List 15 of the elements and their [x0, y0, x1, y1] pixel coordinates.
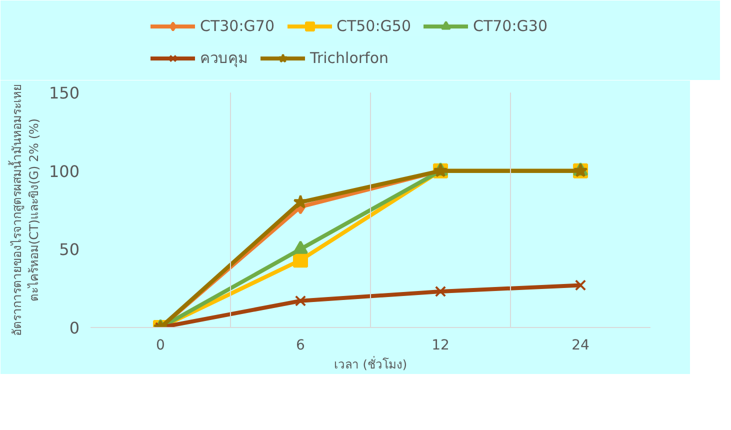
- y-tick-label: 150: [48, 84, 80, 102]
- x-tick-label: 0: [156, 338, 165, 354]
- y-tick-label: 50: [59, 240, 80, 260]
- legend-label: CT50:G50: [336, 17, 411, 35]
- legend-label: ควบคุม: [200, 48, 248, 70]
- legend-label: Trichlorfon: [310, 49, 389, 67]
- y-tick-label: 100: [48, 162, 80, 181]
- legend-label: CT70:G30: [473, 17, 548, 35]
- x-tick-label: 12: [432, 338, 450, 354]
- x-tick-label: 6: [296, 338, 306, 354]
- y-axis-title: อัตราการตายของไรจากสูตรผสมน้ำมันหอมระเหย ตะไคร้หอม(CT)และขิง(G) 2% (%): [8, 84, 41, 336]
- y-tick-label: 0: [69, 318, 80, 338]
- x-tick-label: 24: [572, 338, 590, 354]
- x-axis-title: เวลา (ชั่วโมง): [334, 356, 408, 372]
- legend-label: CT30:G70: [200, 17, 274, 35]
